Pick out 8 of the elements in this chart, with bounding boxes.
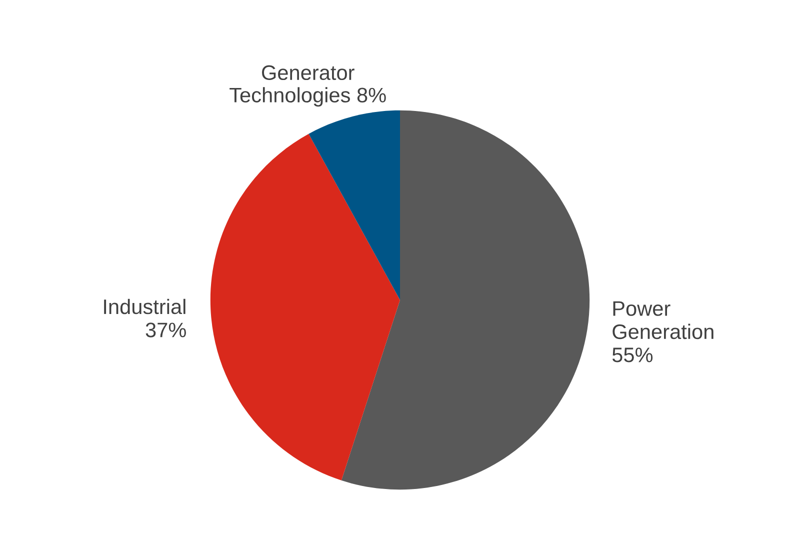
pie-slice	[210, 134, 400, 480]
slice-label: Generator Technologies 8%	[230, 65, 386, 107]
pie-slice	[341, 110, 590, 490]
slice-label: Power Generation	[612, 301, 714, 340]
data-label: 55%	[612, 348, 653, 362]
data-label: 37%	[146, 322, 186, 338]
slice-label: Industrial	[104, 298, 186, 314]
pie-slice	[308, 110, 400, 300]
